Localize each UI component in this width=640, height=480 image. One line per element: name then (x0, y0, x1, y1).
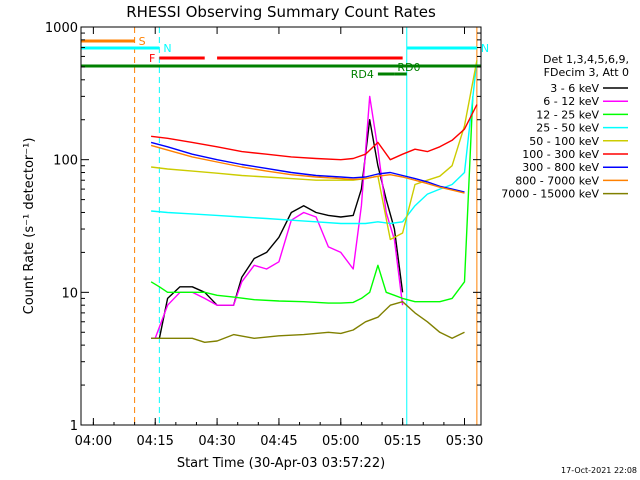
legend-label-0: 3 - 6 keV (550, 82, 599, 95)
series-line-2 (150, 96, 474, 304)
legend-label-4: 50 - 100 keV (529, 135, 599, 148)
flag-bars: SNNFRD0RD4 (81, 35, 489, 81)
legend-label-8: 7000 - 15000 keV (501, 188, 599, 201)
y-axis-ticks: 1 10 100 1000 (45, 21, 481, 434)
x-tick-label-4: 05:00 (322, 434, 359, 449)
x-tick-label-6: 05:30 (446, 434, 483, 449)
legend-header-line-0: Det 1,3,4,5,6,9, (543, 53, 629, 66)
x-tick-label-1: 04:15 (136, 434, 173, 449)
y-tick-label-1: 10 (61, 286, 78, 301)
series-line-3 (151, 60, 478, 225)
series-line-6 (150, 141, 465, 193)
flag-bar-label-1: N (163, 42, 171, 55)
x-axis-title: Start Time (30-Apr-03 03:57:22) (177, 456, 385, 471)
flag-bar-label-2: N (481, 42, 489, 55)
x-tick-label-0: 04:00 (75, 434, 112, 449)
legend-label-2: 12 - 25 keV (536, 108, 599, 121)
vertical-markers (134, 27, 478, 425)
series-lines (150, 60, 478, 343)
flag-bar-label-3: F (149, 52, 155, 65)
series-line-0 (151, 118, 404, 339)
legend-label-6: 300 - 800 keV (522, 161, 599, 174)
timestamp: 17-Oct-2021 22:08 (561, 466, 637, 475)
x-tick-label-3: 04:45 (260, 434, 297, 449)
legend-label-3: 25 - 50 keV (536, 122, 599, 135)
y-tick-label-3: 1000 (45, 21, 78, 36)
x-tick-label-5: 05:15 (384, 434, 421, 449)
legend-label-5: 100 - 300 keV (522, 148, 599, 161)
series-line-8 (151, 301, 465, 343)
y-axis-title: Count Rate (s⁻¹ detector⁻¹) (22, 138, 37, 315)
plot-frame (80, 26, 482, 426)
legend-header-line-1: FDecim 3, Att 0 (544, 66, 629, 79)
legend-label-7: 800 - 7000 keV (515, 174, 599, 187)
y-tick-label-2: 100 (53, 154, 78, 169)
legend-label-1: 6 - 12 keV (543, 95, 599, 108)
x-axis-ticks: 04:00 04:15 04:30 04:45 05:00 05:15 05:30 (75, 27, 483, 449)
legend: Det 1,3,4,5,6,9,FDecim 3, Att 0 3 - 6 keV… (501, 53, 629, 201)
y-tick-label-0: 1 (70, 419, 78, 434)
flag-bar-label-7: RD4 (351, 68, 374, 81)
x-tick-label-2: 04:30 (198, 434, 235, 449)
series-line-5 (151, 104, 478, 161)
chart-title: RHESSI Observing Summary Count Rates (126, 3, 436, 21)
flag-bar-label-0: S (139, 35, 146, 48)
series-line-7 (150, 144, 465, 194)
